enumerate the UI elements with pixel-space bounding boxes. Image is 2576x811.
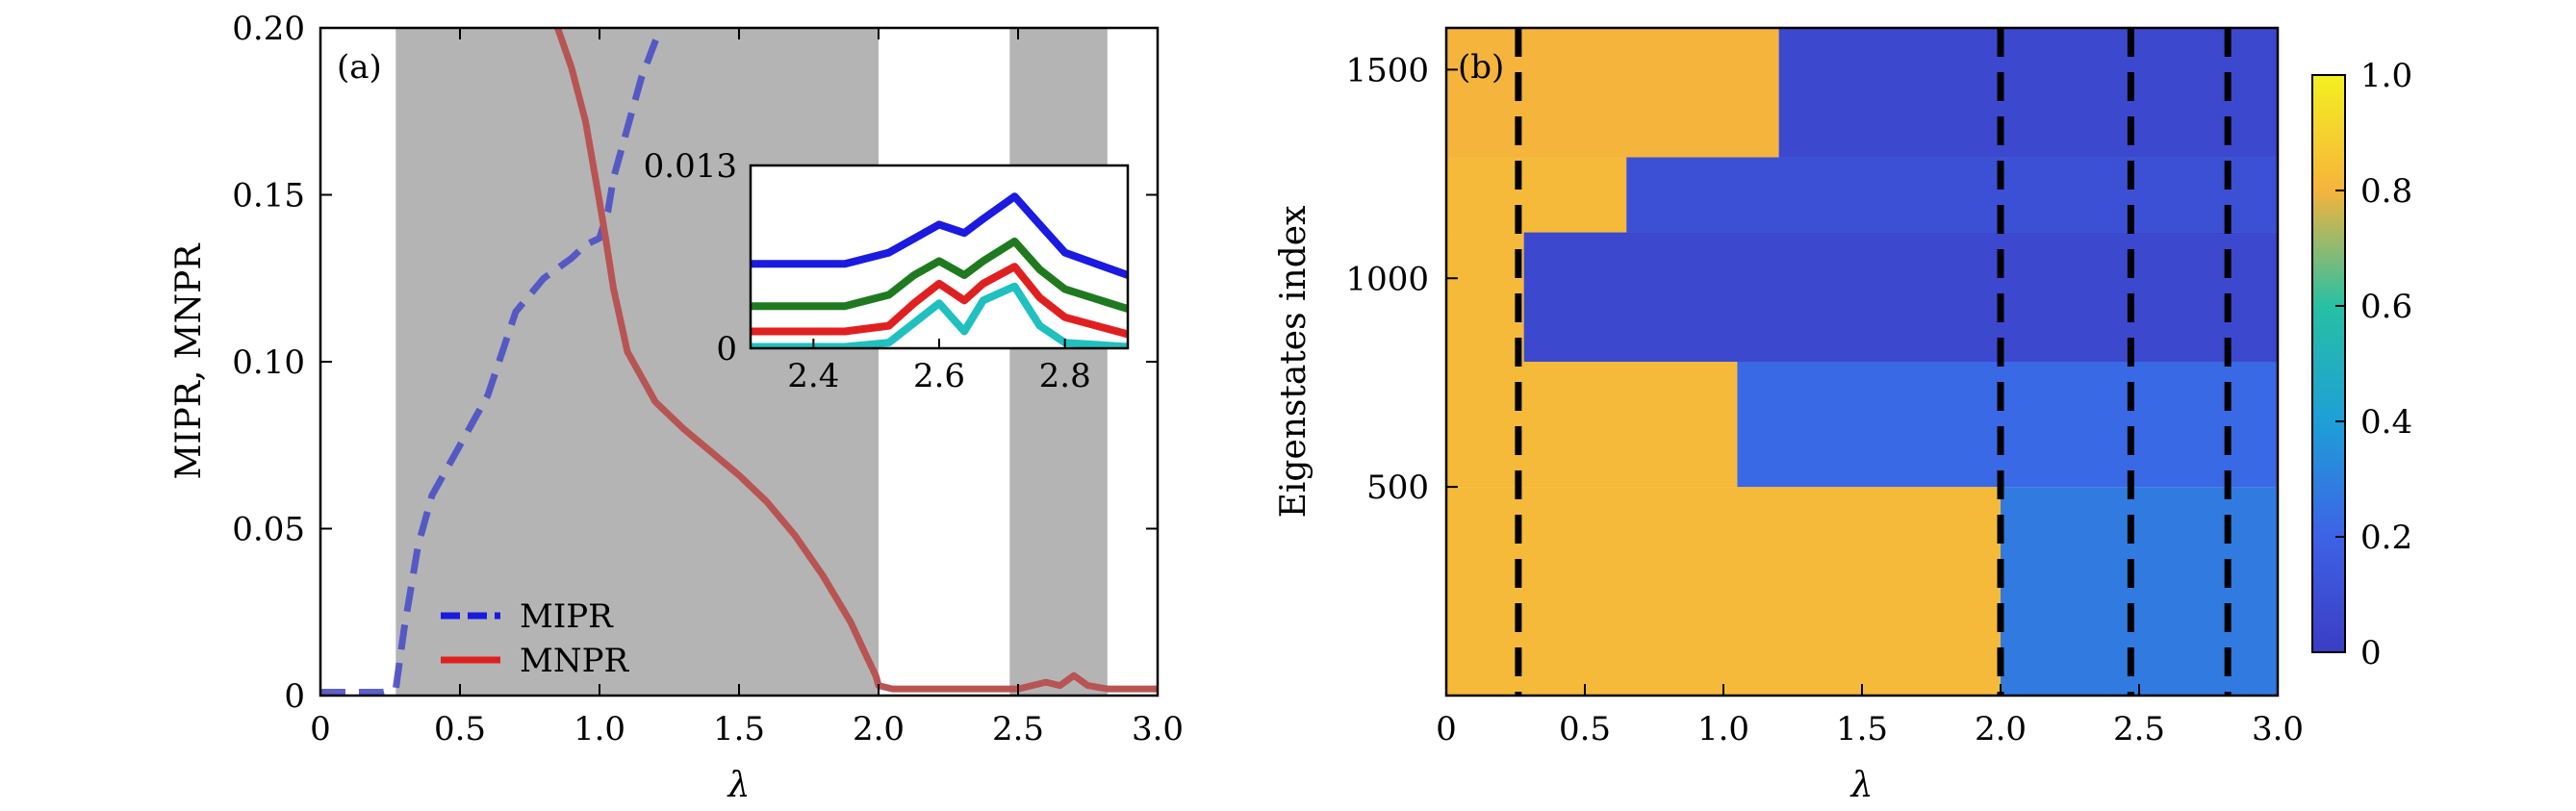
panel-a: 0 0.5 1.0 1.5 2.0 2.5 3.0 0 0.05 0.10 0.15 0.20 (a)…: [169, 10, 1184, 805]
b-y-tick-label: 1000: [1345, 260, 1429, 298]
panel-a-tag: (a): [337, 48, 382, 87]
panel-a-ylabel: MIPR, MNPR: [169, 243, 209, 480]
colorbar-gradient: [2311, 74, 2346, 653]
panel-b-ticks: 0 0.5 1.0 1.5 2.0 2.5 3.0 500 1000 1500: [1345, 51, 2304, 748]
inset-ticks: 2.4 2.6 2.8 0 0.013: [644, 147, 1091, 395]
b-x-tick-label: 0.5: [1559, 710, 1611, 748]
colorbar-tick-label: 0.4: [2360, 403, 2412, 442]
shaded-region-0: [395, 28, 879, 696]
panel-a-ticks: 0 0.5 1.0 1.5 2.0 2.5 3.0 0 0.05 0.10 0.15 0.20: [232, 10, 1184, 748]
heatmap-region-5: [1523, 232, 2278, 362]
x-tick-label: 2.0: [853, 710, 905, 748]
inset-x-tick-label: 2.4: [787, 357, 839, 395]
panel-a-xlabel: λ: [727, 766, 751, 805]
colorbar-tick-label: 0.6: [2360, 288, 2412, 326]
y-tick-label: 0.15: [232, 177, 305, 215]
series-mipr-line: [320, 28, 665, 696]
series-mnpr-line: [554, 28, 1158, 693]
inset-series-line-2: [751, 263, 1128, 339]
inset-x-tick-label: 2.6: [913, 357, 965, 395]
heatmap-region-8: [1446, 28, 1779, 158]
inset: 2.4 2.6 2.8 0 0.013: [644, 147, 1130, 395]
main-series: [320, 28, 1158, 696]
b-x-tick-label: 2.0: [1975, 710, 2027, 748]
heatmap-region-0: [1446, 487, 2001, 696]
b-x-tick-label: 1.5: [1836, 710, 1888, 748]
colorbar-ticks: 0 0.2 0.4 0.6 0.8 1.0: [2335, 57, 2412, 672]
heatmap-region-3: [1737, 362, 2278, 488]
y-tick-label: 0.10: [232, 343, 305, 382]
x-tick-label: 1.0: [574, 710, 625, 748]
b-x-tick-label: 3.0: [2252, 710, 2304, 748]
legend-mnpr-label: MNPR: [520, 642, 629, 680]
colorbar-tick-label: 1.0: [2360, 57, 2412, 95]
heatmap-region-7: [1626, 157, 2278, 233]
y-tick-label: 0: [284, 677, 305, 716]
inset-y-tick-label: 0: [716, 330, 737, 368]
heatmap-region-1: [2001, 487, 2278, 696]
b-x-tick-label: 0: [1436, 710, 1457, 748]
shaded-region-1: [1009, 28, 1108, 696]
inset-series-line-0: [751, 192, 1128, 279]
panel-b-xlabel: λ: [1849, 766, 1874, 805]
inset-series-line-3: [751, 282, 1128, 348]
inset-x-tick-label: 2.8: [1039, 357, 1091, 395]
x-tick-label: 2.5: [992, 710, 1044, 748]
panel-b-tag: (b): [1458, 48, 1504, 87]
y-tick-label: 0.05: [232, 511, 305, 549]
panel-b-ylabel: Eigenstates index: [1274, 206, 1314, 519]
panel-b: 0 0.5 1.0 1.5 2.0 2.5 3.0 500 1000 1500 (b) λ Eig…: [1274, 26, 2412, 805]
colorbar: 0 0.2 0.4 0.6 0.8 1.0: [2311, 57, 2412, 672]
y-tick-label: 0.20: [232, 10, 305, 48]
x-tick-label: 1.5: [713, 710, 765, 748]
legend-mipr-label: MIPR: [520, 597, 614, 636]
dashed-lines: [1515, 28, 2232, 696]
colorbar-tick-label: 0.8: [2360, 172, 2412, 211]
x-tick-label: 0: [310, 710, 331, 748]
heatmap-region-2: [1446, 362, 1738, 488]
colorbar-tick-label: 0.2: [2360, 519, 2412, 557]
inset-series-line-1: [751, 237, 1128, 313]
inset-series: [751, 192, 1128, 348]
b-y-tick-label: 500: [1366, 469, 1429, 507]
heatmap-region-6: [1446, 157, 1627, 233]
shaded-regions: [395, 28, 1108, 696]
b-x-tick-label: 1.0: [1697, 710, 1749, 748]
legend: MIPR MNPR: [441, 597, 629, 680]
heatmap: [1446, 28, 2278, 696]
b-y-tick-label: 1500: [1345, 51, 1429, 89]
x-tick-label: 3.0: [1132, 710, 1184, 748]
x-tick-label: 0.5: [434, 710, 486, 748]
b-x-tick-label: 2.5: [2113, 710, 2165, 748]
inset-y-tick-label: 0.013: [644, 147, 737, 186]
colorbar-tick-label: 0: [2360, 634, 2382, 672]
heatmap-region-4: [1446, 232, 1524, 362]
heatmap-region-9: [1778, 28, 2278, 158]
